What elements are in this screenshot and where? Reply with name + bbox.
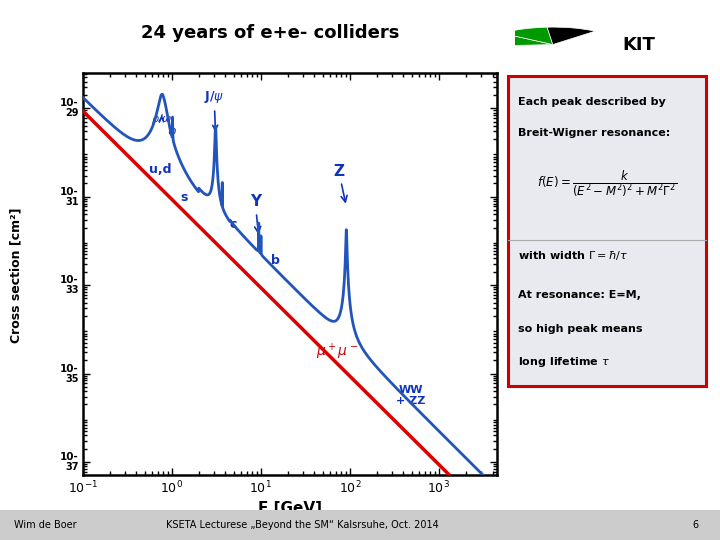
Wedge shape: [547, 27, 595, 45]
X-axis label: E [GeV]: E [GeV]: [258, 501, 322, 516]
Text: WW
+ ZZ: WW + ZZ: [396, 385, 426, 407]
Text: 10-: 10-: [60, 187, 78, 197]
Text: 37: 37: [65, 462, 78, 472]
Text: Y: Y: [250, 194, 261, 233]
Text: so high peak means: so high peak means: [518, 324, 642, 334]
Text: 33: 33: [65, 285, 78, 295]
Text: 6: 6: [692, 520, 698, 530]
Text: KSETA Lecturese „Beyond the SM“ Kalsrsuhe, Oct. 2014: KSETA Lecturese „Beyond the SM“ Kalsrsuh…: [166, 520, 438, 530]
Text: long lifetime $\tau$: long lifetime $\tau$: [518, 355, 610, 369]
Text: Cross section [cm²]: Cross section [cm²]: [9, 208, 22, 343]
Text: 10-: 10-: [60, 363, 78, 374]
Text: J/$\psi$: J/$\psi$: [204, 90, 225, 130]
Text: c: c: [230, 218, 238, 231]
Text: 31: 31: [65, 197, 78, 207]
Text: 10-: 10-: [60, 98, 78, 108]
Text: 24 years of e+e- colliders: 24 years of e+e- colliders: [141, 24, 399, 42]
Text: 10-: 10-: [60, 275, 78, 285]
Text: u,d: u,d: [149, 163, 171, 176]
Text: $\mu^+\mu^-$: $\mu^+\mu^-$: [316, 341, 359, 362]
Text: $f(E) = \dfrac{k}{(E^2-M^2)^2+M^2\Gamma^2}$: $f(E) = \dfrac{k}{(E^2-M^2)^2+M^2\Gamma^…: [536, 170, 677, 199]
Text: Z: Z: [333, 164, 347, 202]
Text: 10-: 10-: [60, 452, 78, 462]
Text: $\rho/\omega$: $\rho/\omega$: [150, 112, 172, 126]
Text: with width $\Gamma=\hbar/\tau$: with width $\Gamma=\hbar/\tau$: [518, 249, 628, 262]
Text: 29: 29: [65, 108, 78, 118]
Text: 35: 35: [65, 374, 78, 383]
Text: Each peak described by: Each peak described by: [518, 97, 665, 107]
Text: b: b: [271, 254, 280, 267]
Wedge shape: [503, 27, 553, 45]
Text: s: s: [181, 191, 188, 204]
Text: $\varphi$: $\varphi$: [167, 126, 177, 140]
Wedge shape: [487, 33, 553, 46]
Text: At resonance: E=M,: At resonance: E=M,: [518, 290, 640, 300]
Text: Wim de Boer: Wim de Boer: [14, 520, 77, 530]
Text: Breit-Wigner resonance:: Breit-Wigner resonance:: [518, 129, 670, 138]
Text: KIT: KIT: [623, 36, 656, 53]
